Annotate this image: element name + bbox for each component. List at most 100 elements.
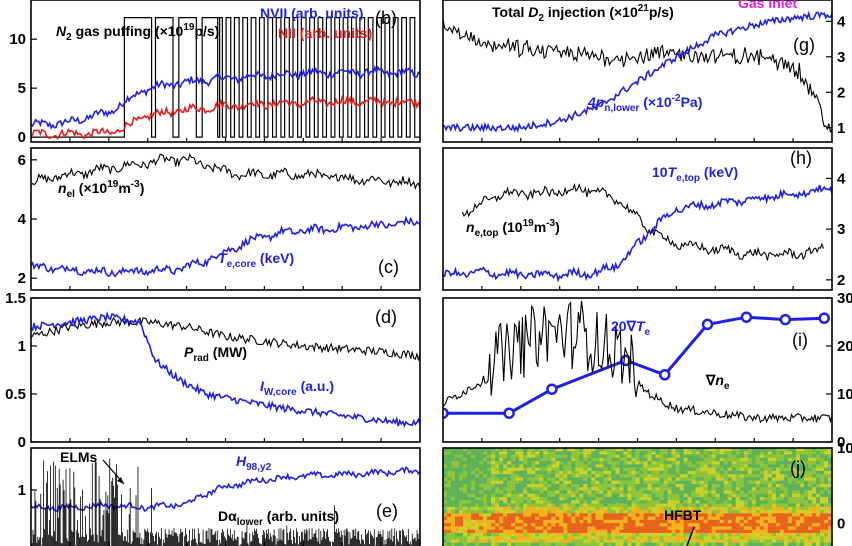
heatmap-cell xyxy=(743,480,749,485)
heatmap-cell xyxy=(783,497,789,501)
series-i-0-marker-6 xyxy=(740,311,753,323)
heatmap-cell xyxy=(547,483,552,488)
ne-top-unit3: ) xyxy=(555,219,560,235)
heatmap-cell xyxy=(567,454,572,459)
heatmap-cell xyxy=(767,487,773,491)
heatmap-cell xyxy=(499,500,504,505)
heatmap-cell xyxy=(523,500,528,505)
heatmap-cell xyxy=(771,454,777,459)
heatmap-cell xyxy=(575,448,580,452)
heatmap-cell xyxy=(463,519,468,524)
heatmap-cell xyxy=(739,529,745,534)
heatmap-cell xyxy=(575,493,580,498)
heatmap-cell xyxy=(695,506,701,511)
heatmap-cell xyxy=(519,510,524,514)
heatmap-cell xyxy=(543,500,548,505)
heatmap-cell xyxy=(755,474,761,478)
heatmap-cell xyxy=(775,454,781,459)
heatmap-cell xyxy=(643,519,649,524)
heatmap-cell xyxy=(675,493,681,498)
heatmap-cell xyxy=(619,493,624,498)
heatmap-cell xyxy=(711,536,717,540)
heatmap-cell xyxy=(451,523,456,527)
heatmap-cell xyxy=(679,493,685,498)
heatmap-cell xyxy=(455,474,460,478)
heatmap-cell xyxy=(535,493,540,498)
te-core-sub: e,core xyxy=(227,259,257,270)
heatmap-cell xyxy=(763,477,769,482)
heatmap-cell xyxy=(707,523,713,527)
heatmap-cell xyxy=(499,516,504,521)
heatmap-cell xyxy=(803,470,809,475)
heatmap-cell xyxy=(759,457,765,462)
heatmap-cell xyxy=(607,448,612,452)
heatmap-cell xyxy=(599,516,604,521)
heatmap-cell xyxy=(643,461,649,465)
heatmap-cell xyxy=(711,470,717,475)
heatmap-cell xyxy=(523,448,528,452)
heatmap-cell xyxy=(535,477,540,482)
heatmap-cell xyxy=(819,464,825,469)
heatmap-cell xyxy=(795,474,801,478)
heatmap-cell xyxy=(743,539,749,544)
heatmap-cell xyxy=(447,542,452,546)
heatmap-cell xyxy=(503,510,508,514)
nel-label: nel (×1019m-3) xyxy=(58,179,144,200)
heatmap-cell xyxy=(779,516,785,521)
heatmap-cell xyxy=(607,516,612,521)
heatmap-cell xyxy=(479,474,484,478)
heatmap-cell xyxy=(499,448,504,452)
heatmap-cell xyxy=(531,529,536,534)
heatmap-cell xyxy=(699,510,705,514)
heatmap-cell xyxy=(715,529,721,534)
heatmap-cell xyxy=(663,510,669,514)
heatmap-cell xyxy=(619,516,624,521)
heatmap-cell xyxy=(799,461,805,465)
heatmap-cell xyxy=(511,477,516,482)
heatmap-cell xyxy=(779,493,785,498)
heatmap-cell xyxy=(595,490,600,495)
heatmap-cell xyxy=(671,497,677,501)
heatmap-cell xyxy=(791,532,797,537)
heatmap-cell xyxy=(639,519,645,524)
heatmap-cell xyxy=(747,451,753,456)
heatmap-cell xyxy=(763,506,769,511)
heatmap-cell xyxy=(687,454,693,459)
heatmap-cell xyxy=(639,542,645,546)
heatmap-cell xyxy=(511,474,516,478)
heatmap-cell xyxy=(487,448,492,452)
heatmap-cell xyxy=(567,516,572,521)
heatmap-cell xyxy=(827,519,832,524)
heatmap-cell xyxy=(627,480,632,485)
heatmap-cell xyxy=(683,513,689,518)
heatmap-cell xyxy=(675,500,681,505)
heatmap-cell xyxy=(727,519,733,524)
heatmap-cell xyxy=(795,457,801,462)
heatmap-cell xyxy=(823,503,829,508)
heatmap-cell xyxy=(591,516,596,521)
heatmap-cell xyxy=(799,510,805,514)
heatmap-cell xyxy=(523,513,528,518)
heatmap-cell xyxy=(663,506,669,511)
heatmap-cell xyxy=(743,519,749,524)
heatmap-cell xyxy=(723,542,729,546)
heatmap-cell xyxy=(503,500,508,505)
heatmap-cell xyxy=(567,477,572,482)
heatmap-cell xyxy=(471,500,476,505)
heatmap-cell xyxy=(503,526,508,531)
heatmap-cell xyxy=(651,470,657,475)
heatmap-cell xyxy=(815,532,821,537)
d2-part3: p/s) xyxy=(649,4,674,20)
heatmap-cell xyxy=(711,480,717,485)
heatmap-cell xyxy=(791,493,797,498)
heatmap-cell xyxy=(515,500,520,505)
heatmap-cell xyxy=(723,480,729,485)
heatmap-cell xyxy=(567,539,572,544)
heatmap-cell xyxy=(615,480,620,485)
heatmap-cell xyxy=(731,483,737,488)
heatmap-cell xyxy=(507,519,512,524)
heatmap-cell xyxy=(711,542,717,546)
heatmap-cell xyxy=(715,454,721,459)
heatmap-cell xyxy=(455,529,460,534)
heatmap-cell xyxy=(483,539,488,544)
